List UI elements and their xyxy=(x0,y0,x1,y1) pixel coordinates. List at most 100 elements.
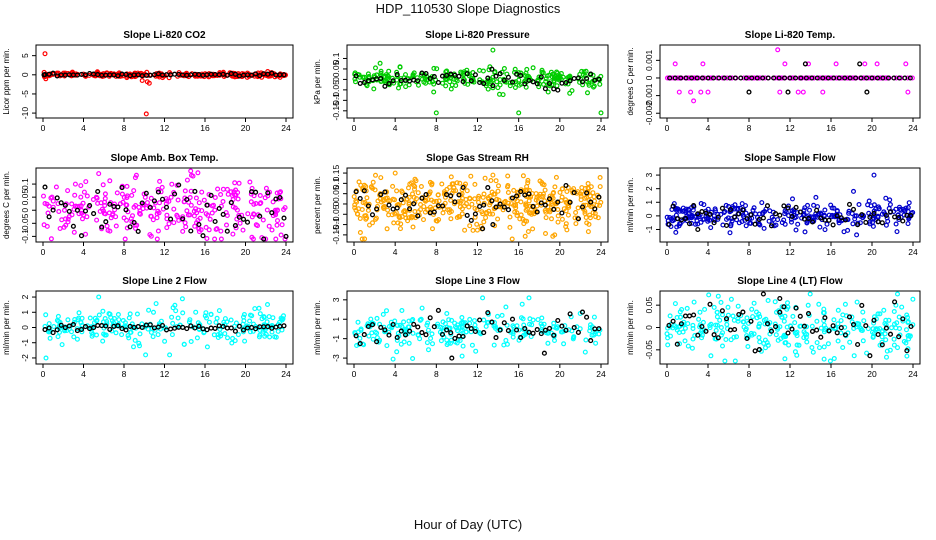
data-point xyxy=(369,322,376,328)
data-point xyxy=(410,191,416,197)
data-point xyxy=(760,75,766,81)
data-point xyxy=(748,330,754,336)
data-point xyxy=(711,304,717,310)
data-point xyxy=(782,211,788,217)
data-point xyxy=(743,75,749,81)
data-point xyxy=(510,323,516,329)
data-point xyxy=(756,221,762,227)
data-point xyxy=(168,216,174,222)
data-point xyxy=(353,333,359,339)
data-point xyxy=(466,204,472,210)
data-point xyxy=(266,314,272,320)
x-tick-label: 16 xyxy=(826,123,836,133)
plot-title: Slope Line 4 (LT) Flow xyxy=(737,276,843,287)
data-point xyxy=(357,216,363,222)
data-point xyxy=(558,70,564,76)
data-point xyxy=(128,329,134,335)
x-tick-label: 0 xyxy=(41,123,46,133)
data-point xyxy=(743,223,749,229)
y-axis-label: degrees C per min. xyxy=(626,47,635,115)
data-point xyxy=(384,226,390,232)
y-tick-label: 0 xyxy=(20,325,30,330)
data-point xyxy=(790,313,796,319)
data-point xyxy=(789,196,795,202)
data-point xyxy=(546,325,553,331)
data-point xyxy=(143,111,149,117)
data-point xyxy=(667,333,673,339)
data-point xyxy=(588,204,594,210)
data-point xyxy=(818,215,824,221)
data-point xyxy=(192,223,198,229)
data-point xyxy=(733,334,739,340)
data-point xyxy=(179,296,185,302)
data-point xyxy=(148,213,154,219)
data-point xyxy=(131,188,137,194)
data-point xyxy=(555,219,561,225)
data-point xyxy=(468,217,474,223)
data-point xyxy=(136,340,142,346)
data-point xyxy=(501,204,507,210)
data-point xyxy=(734,207,740,213)
data-point xyxy=(135,228,141,234)
data-point xyxy=(119,332,125,338)
data-point xyxy=(901,212,907,218)
data-point xyxy=(835,338,841,344)
data-point xyxy=(281,215,287,221)
data-point xyxy=(781,318,787,324)
data-point xyxy=(407,181,413,187)
data-point xyxy=(365,78,371,84)
data-point xyxy=(695,226,701,233)
y-axis-label: percent per min. xyxy=(313,176,322,234)
data-point xyxy=(44,223,50,229)
data-point xyxy=(410,224,416,230)
data-point xyxy=(380,311,386,317)
data-point xyxy=(869,219,875,225)
data-point xyxy=(416,82,422,88)
data-point xyxy=(103,323,109,329)
data-point xyxy=(524,218,530,224)
data-point xyxy=(203,211,209,217)
data-point xyxy=(832,214,838,220)
data-point xyxy=(875,213,881,219)
data-point xyxy=(233,225,239,231)
data-point xyxy=(503,304,509,310)
data-point xyxy=(503,337,509,343)
data-point xyxy=(460,327,466,333)
data-point xyxy=(155,228,161,234)
data-point xyxy=(854,232,860,238)
data-point xyxy=(155,189,161,195)
data-point xyxy=(563,182,569,189)
data-point xyxy=(43,312,49,318)
data-point xyxy=(78,194,84,200)
data-point xyxy=(263,185,269,191)
data-point xyxy=(868,203,874,209)
data-point xyxy=(530,203,536,209)
data-point xyxy=(155,186,161,192)
data-point xyxy=(423,70,429,77)
data-point xyxy=(374,339,380,345)
data-point xyxy=(859,302,865,308)
data-point xyxy=(896,75,902,81)
data-point xyxy=(488,178,494,184)
data-point xyxy=(369,212,376,218)
data-point xyxy=(486,67,492,73)
data-point xyxy=(365,207,371,213)
data-point xyxy=(444,327,450,333)
data-point xyxy=(216,205,222,212)
data-point xyxy=(100,182,106,188)
data-point xyxy=(522,73,528,79)
data-point xyxy=(133,203,139,209)
data-point xyxy=(353,198,359,204)
data-point xyxy=(100,308,106,314)
data-point xyxy=(541,182,547,188)
data-point xyxy=(509,316,516,322)
data-point xyxy=(776,75,782,81)
data-point xyxy=(104,223,110,229)
data-point xyxy=(212,195,218,201)
data-point xyxy=(47,335,53,341)
data-point xyxy=(879,211,885,217)
data-point xyxy=(847,75,853,81)
data-point xyxy=(378,175,384,181)
data-point xyxy=(386,202,392,208)
